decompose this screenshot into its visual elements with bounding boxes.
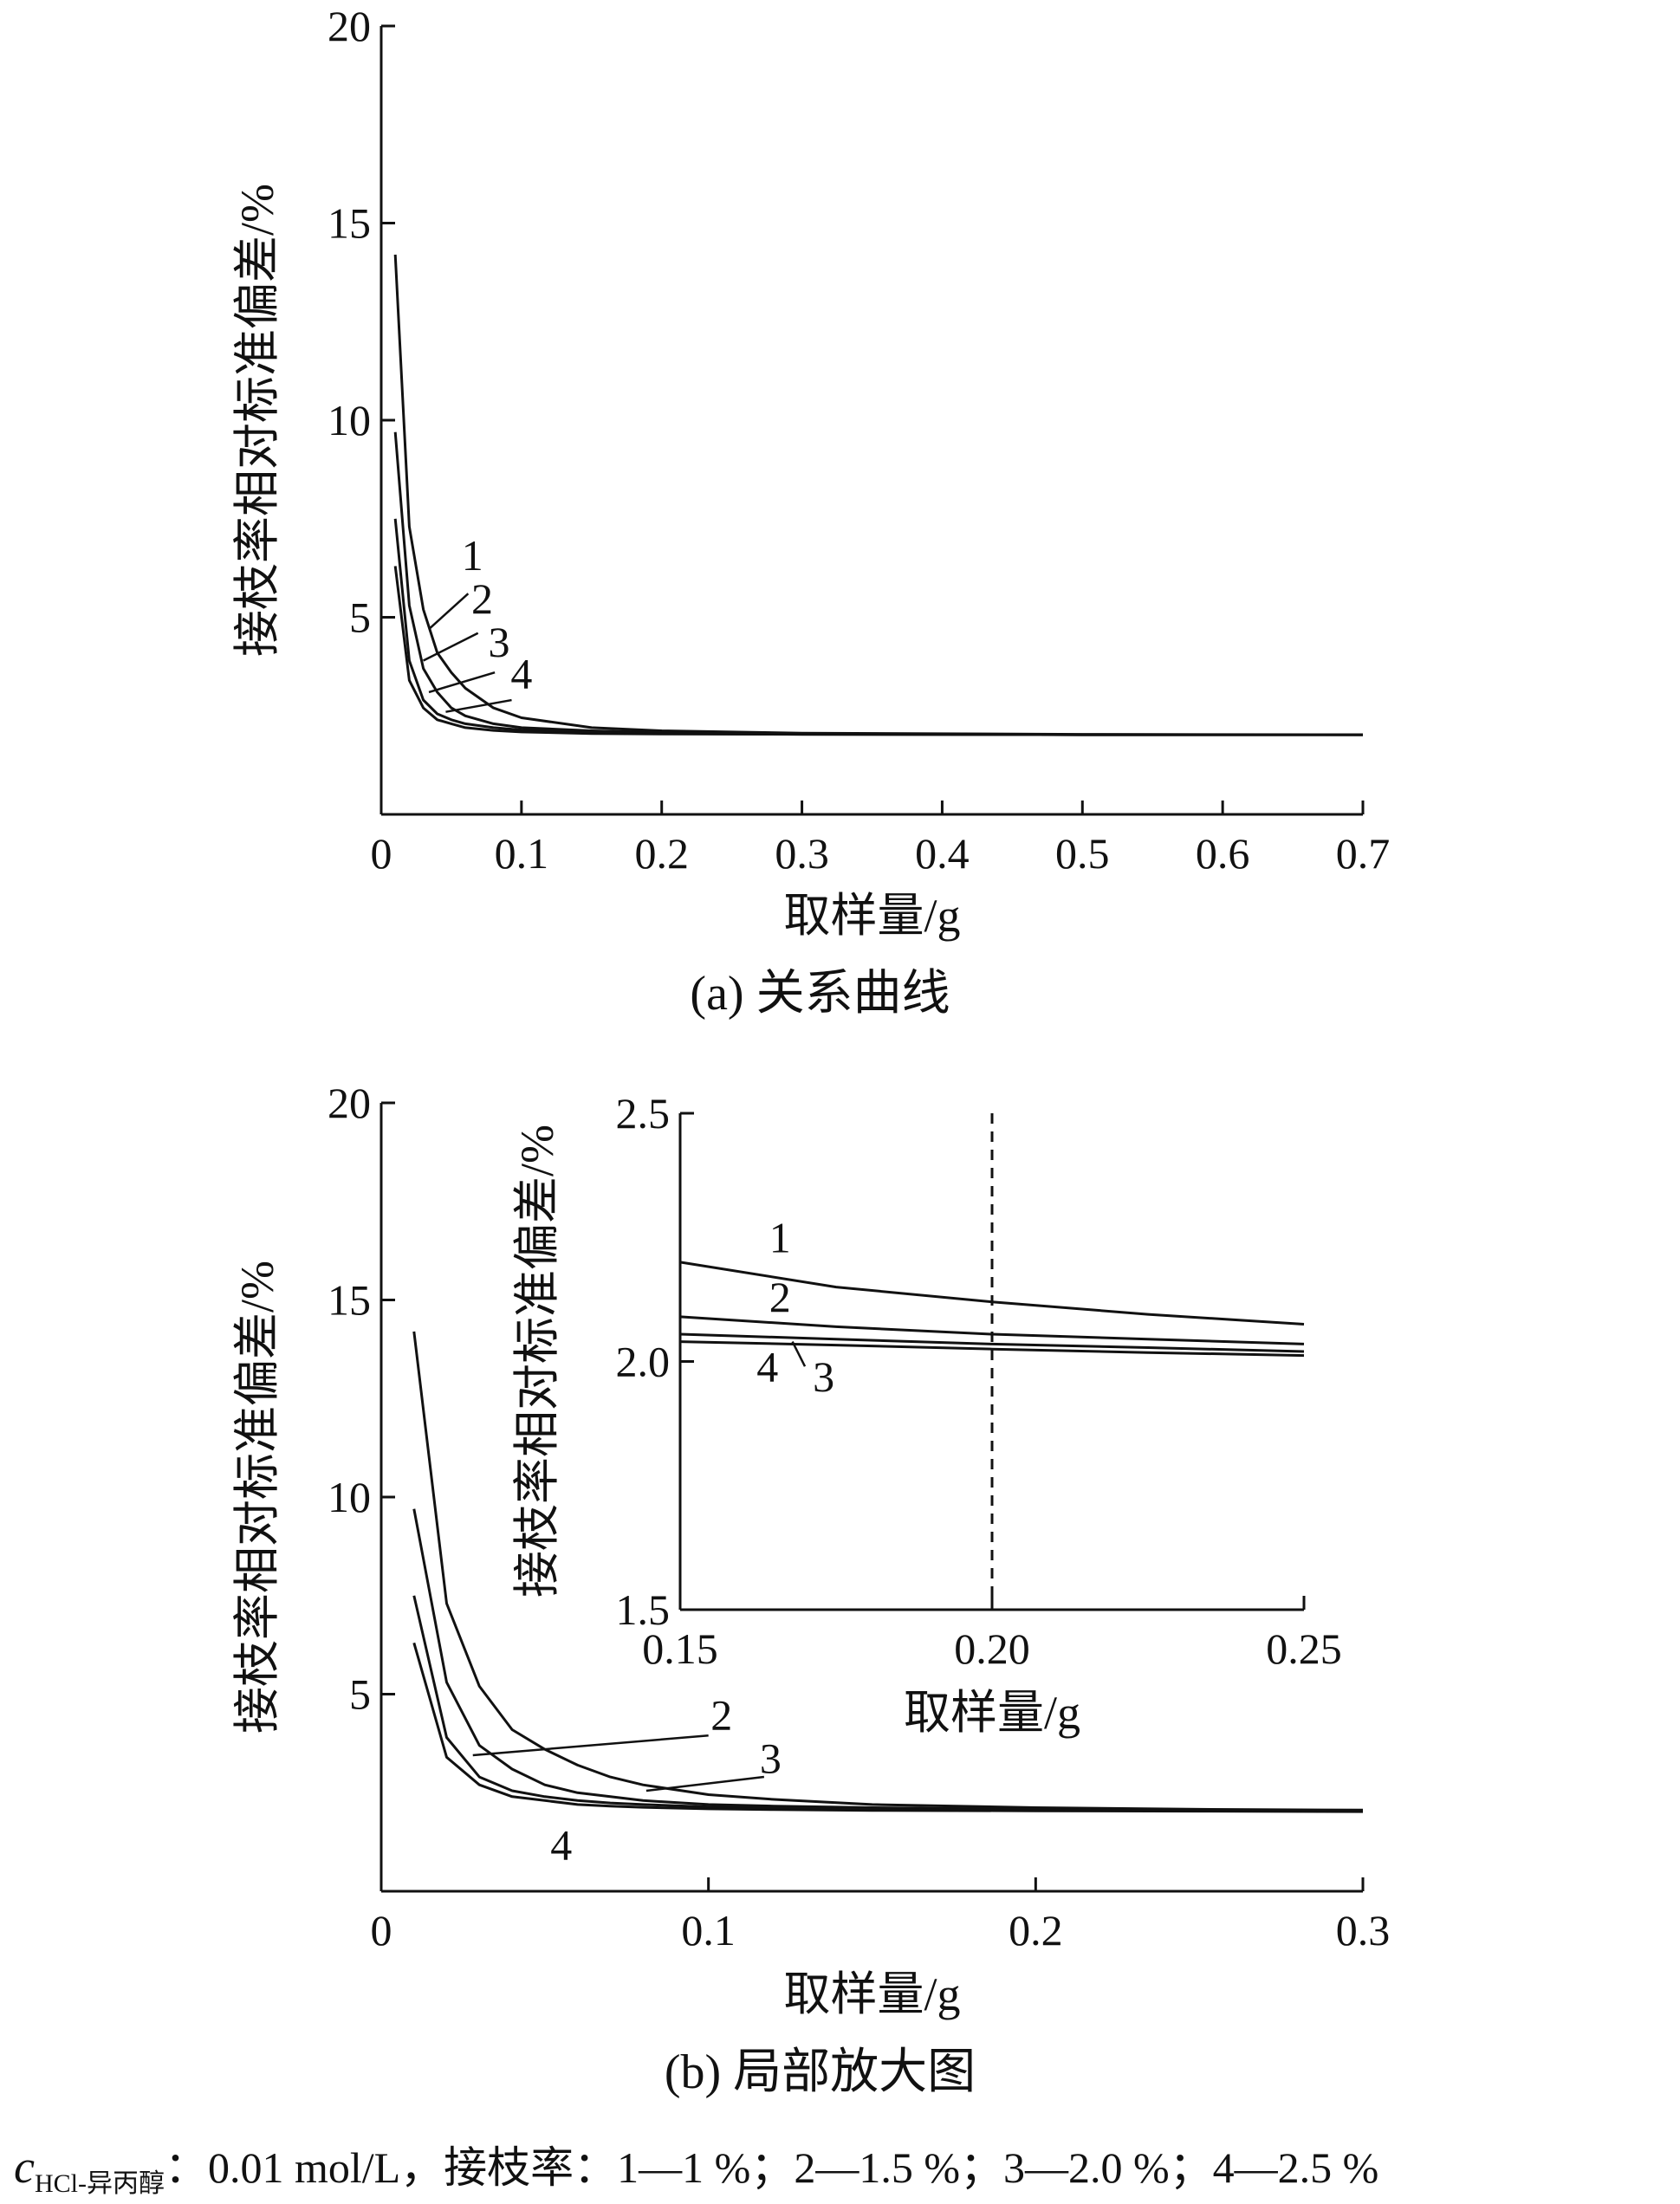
panel-caption: (a) 关系曲线 [690,967,950,1021]
x-tick-label: 0.3 [1336,1906,1391,1954]
y-tick-label: 20 [328,2,371,50]
series-line-2 [393,431,1363,736]
curve-label-leader [428,593,470,631]
x-tick-label: 0.2 [1009,1906,1063,1954]
series-line-1 [393,254,1364,736]
series-line-4 [412,1642,1364,1813]
y-tick-label: 10 [328,396,371,444]
x-tick-label: 0.25 [1266,1624,1342,1673]
curve-label: 4 [756,1342,778,1390]
y-tick-label: 5 [349,1670,371,1719]
y-tick-label: 10 [328,1473,371,1521]
series-line-2 [679,1315,1305,1345]
y-tick-label: 15 [328,199,371,248]
x-axis-title: 取样量/g [904,1687,1080,1739]
curve-label: 3 [813,1352,834,1401]
curve-label: 3 [760,1734,782,1783]
y-axis-title: 接枝率相对标准偏差/% [231,1261,283,1734]
y-tick-label: 1.5 [616,1585,671,1634]
inset-background [524,1100,1356,1701]
y-axis-title: 接枝率相对标准偏差/% [231,184,283,657]
panel-caption: (b) 局部放大图 [665,2045,976,2099]
series-line-1 [412,1331,1364,1812]
series-line-4 [393,566,1363,736]
y-tick-label: 20 [328,1079,371,1127]
curve-label: 1 [462,531,483,580]
x-tick-label: 0 [371,829,392,878]
curve-label: 2 [471,574,493,623]
series-line-4 [679,1340,1305,1358]
x-tick-label: 0 [371,1906,392,1954]
series-line-3 [393,518,1363,736]
curve-label-leader [422,632,479,662]
x-tick-label: 0.15 [642,1624,718,1673]
chart-b: 00.10.20.351015201234取样量/g接枝率相对标准偏差/%(b)… [231,1079,1390,2099]
x-tick-label: 0.4 [915,829,970,878]
x-axis-title: 取样量/g [783,1968,960,2020]
x-tick-label: 0.3 [775,829,829,878]
curve-label-leader [445,698,512,713]
curve-label: 1 [769,1213,791,1261]
y-tick-label: 15 [328,1276,371,1325]
y-axis-title: 接枝率相对标准偏差/% [511,1125,563,1598]
curve-label: 4 [510,649,532,697]
curve-label-leader [428,671,496,694]
series-line-3 [679,1332,1305,1353]
x-tick-label: 0.1 [681,1906,736,1954]
y-tick-label: 2.0 [616,1338,671,1386]
curve-label-leader [791,1341,807,1367]
footnote: cHCl-异丙醇：0.01 mol/L，接枝率：1—1 %；2—1.5 %；3—… [14,2133,1378,2200]
curve-label-leader [645,1775,765,1792]
footnote-concentration-symbol: c [14,2141,35,2193]
x-axis-title: 取样量/g [783,890,960,942]
footnote-text: ：0.01 mol/L，接枝率：1—1 %；2—1.5 %；3—2.0 %；4—… [164,2143,1379,2192]
x-tick-label: 0.1 [495,829,549,878]
y-tick-label: 2.5 [616,1089,671,1138]
x-tick-label: 0.2 [634,829,689,878]
x-tick-label: 0.20 [954,1624,1030,1673]
curve-label-leader [472,1734,709,1757]
curve-label: 2 [769,1273,791,1321]
curve-label: 4 [550,1821,572,1870]
curve-label: 3 [488,618,509,666]
chart-b-inset: 0.15 0.20 0.25 1.5 2.0 2.5 1 234 取样量/g 接枝率相对标准偏差/… [511,1089,1356,1739]
x-tick-label: 0.6 [1196,829,1250,878]
y-tick-label: 5 [349,593,371,642]
x-tick-label: 0.7 [1336,829,1391,878]
x-tick-label: 0.5 [1055,829,1110,878]
footnote-subscript: HCl-异丙醇 [34,2169,165,2198]
series-line-1 [679,1261,1305,1326]
